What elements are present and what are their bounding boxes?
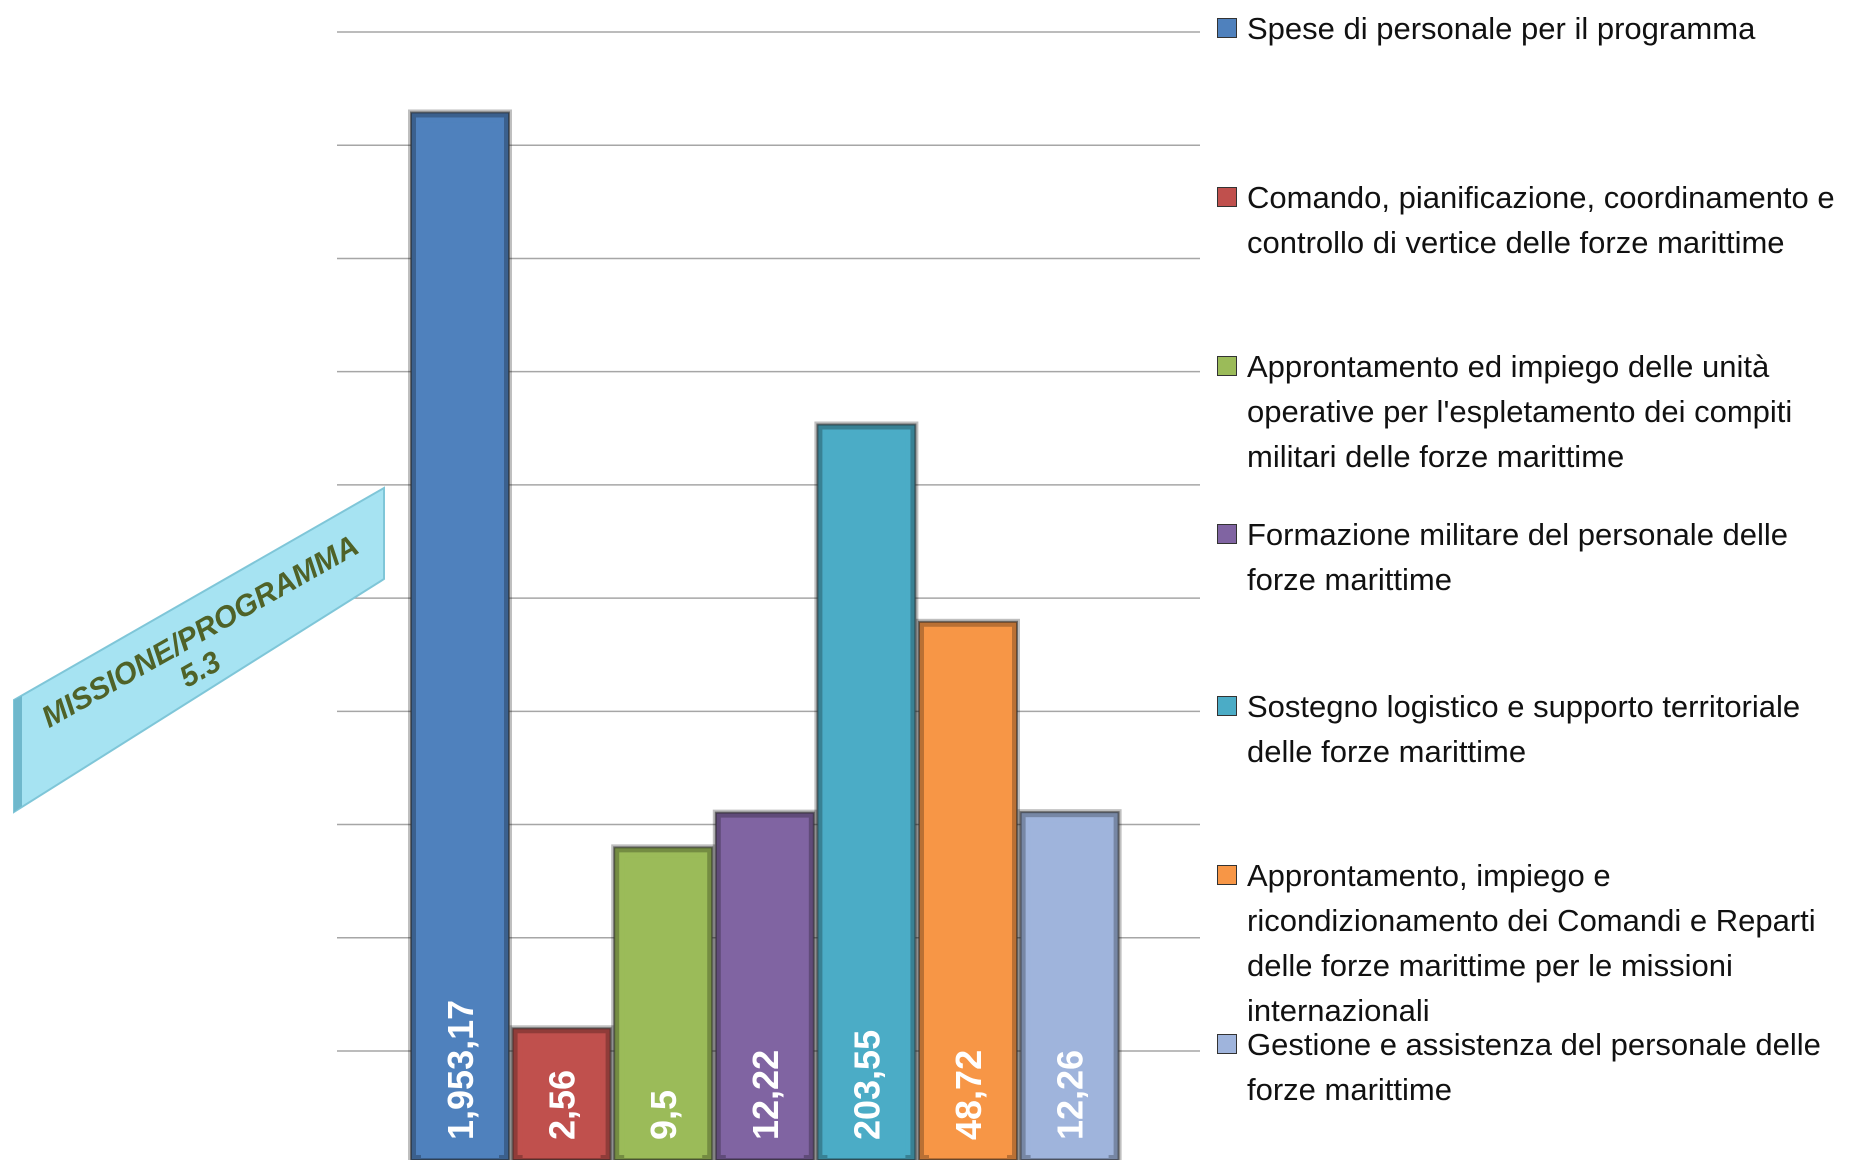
legend-entry: Gestione e assistenza del personale dell… <box>1217 1022 1842 1112</box>
annotation-edge <box>14 696 22 812</box>
legend-swatch <box>1217 356 1237 376</box>
legend-label: Gestione e assistenza del personale dell… <box>1247 1027 1821 1107</box>
bar-bevel <box>509 1025 614 1160</box>
legend-swatch <box>1217 1034 1237 1054</box>
data-label: 2,56 <box>542 1070 583 1140</box>
legend-label: Sostegno logistico e supporto territoria… <box>1247 689 1801 769</box>
legend-swatch <box>1217 696 1237 716</box>
legend-entry: Comando, pianificazione, coordinamento e… <box>1217 175 1842 265</box>
bar-bevel <box>916 618 1020 1160</box>
bar-bevel <box>408 109 512 1160</box>
legend-entry: Sostegno logistico e supporto territoria… <box>1217 684 1842 774</box>
legend-label: Comando, pianificazione, coordinamento e… <box>1247 180 1835 260</box>
bar-bevel <box>611 844 716 1160</box>
data-label: 12,22 <box>745 1050 786 1140</box>
bar-highlight <box>624 857 703 1158</box>
bar-bevel <box>712 809 817 1160</box>
bar-highlight <box>1030 822 1109 1158</box>
legend-label: Approntamento ed impiego delle unità ope… <box>1247 349 1793 474</box>
bar-highlight <box>522 1038 601 1158</box>
bar-highlight <box>725 822 804 1158</box>
bar-highlight <box>421 122 499 1159</box>
legend-entry: Spese di personale per il programma <box>1217 6 1842 51</box>
data-label: 1,953,17 <box>440 1000 481 1140</box>
legend-entry: Approntamento ed impiego delle unità ope… <box>1217 344 1842 479</box>
legend-swatch <box>1217 524 1237 544</box>
bar-highlight <box>929 631 1007 1158</box>
legend-label: Spese di personale per il programma <box>1247 11 1756 46</box>
legend-entry: Formazione militare del personale delle … <box>1217 512 1842 602</box>
bar-bevel <box>814 421 919 1160</box>
legend-entry: Approntamento, impiego e ricondizionamen… <box>1217 853 1842 1033</box>
data-label: 48,72 <box>948 1050 989 1140</box>
legend-swatch <box>1217 18 1237 38</box>
legend-swatch <box>1217 187 1237 207</box>
legend-label: Approntamento, impiego e ricondizionamen… <box>1247 858 1816 1028</box>
data-label: 12,26 <box>1050 1050 1091 1140</box>
legend-label: Formazione militare del personale delle … <box>1247 517 1789 597</box>
data-label: 203,55 <box>846 1030 887 1140</box>
annotation-text: MISSIONE/PROGRAMMA <box>36 529 364 734</box>
bar-bevel <box>1017 809 1122 1160</box>
legend-swatch <box>1217 865 1237 885</box>
bar-highlight <box>827 434 906 1158</box>
data-label: 9,5 <box>643 1090 684 1140</box>
